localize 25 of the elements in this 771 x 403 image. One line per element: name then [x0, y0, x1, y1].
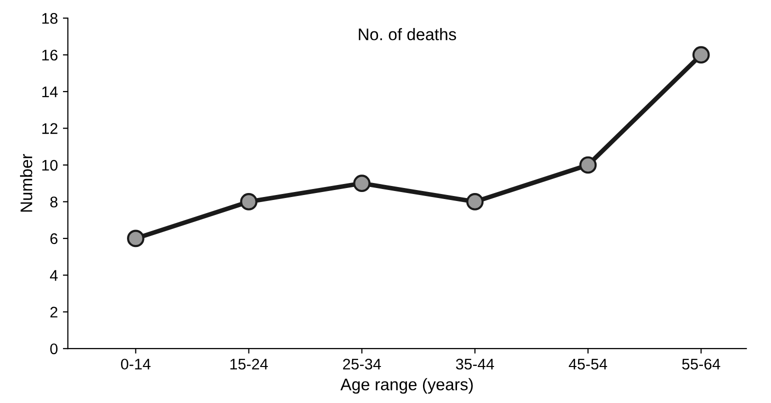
x-tick-label: 45-54 [568, 358, 608, 370]
y-axis-title: Number [20, 154, 32, 212]
y-tick-label: 18 [42, 13, 58, 24]
x-tick-label: 0-14 [121, 358, 151, 370]
y-tick-label: 4 [50, 270, 58, 281]
y-tick-label: 10 [42, 160, 58, 171]
y-tick-label: 2 [50, 306, 58, 318]
chart-title: No. of deaths [358, 28, 456, 40]
x-tick-label: 35-44 [456, 358, 494, 370]
point [127, 230, 144, 248]
point [692, 46, 710, 64]
y-tick-label: 8 [50, 196, 58, 208]
y-tick-label: 16 [42, 50, 58, 61]
x-tick-label: 15-24 [230, 358, 268, 370]
x-axis-title: Age range (years) [340, 378, 473, 394]
point [579, 156, 597, 174]
x-tick-label: 25-34 [343, 358, 381, 370]
y-tick-label: 6 [50, 233, 58, 244]
point [240, 193, 258, 210]
point [466, 193, 484, 210]
y-tick-label: 12 [42, 123, 58, 134]
x-tick-label: 55-64 [682, 358, 720, 370]
point [353, 174, 371, 192]
y-tick-label: 14 [42, 86, 58, 98]
y-tick-label: 0 [50, 343, 58, 354]
